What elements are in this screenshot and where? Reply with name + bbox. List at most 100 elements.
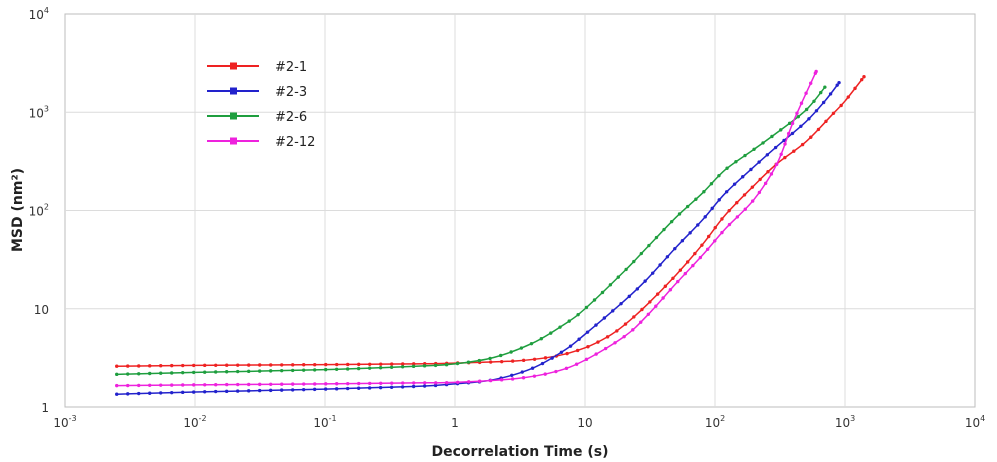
marker-2-3 (673, 246, 677, 251)
x-tick-labels: 10-3 10-2 10-1 1 10 102 103 104 (53, 414, 985, 430)
marker-2-3 (159, 391, 163, 395)
marker-2-1 (115, 364, 119, 368)
marker-2-1 (596, 340, 600, 344)
marker-2-3 (828, 92, 833, 96)
marker-2-3 (710, 206, 714, 211)
marker-2-12 (668, 288, 673, 292)
marker-2-1 (379, 362, 383, 366)
marker-2-1 (258, 363, 262, 367)
marker-2-12 (510, 377, 515, 381)
marker-2-3 (356, 386, 361, 390)
marker-2-3 (814, 109, 819, 113)
marker-2-3 (323, 387, 328, 391)
marker-2-1 (521, 358, 526, 363)
marker-2-6 (761, 141, 765, 145)
marker-2-3 (181, 390, 185, 395)
marker-2-12 (269, 382, 273, 386)
marker-2-12 (192, 383, 196, 387)
marker-2-1 (685, 260, 690, 264)
marker-2-12 (115, 383, 119, 388)
marker-2-3 (334, 387, 339, 391)
marker-2-12 (445, 381, 449, 385)
marker-2-3 (312, 387, 317, 392)
marker-2-6 (488, 356, 492, 361)
marker-2-1 (247, 363, 251, 367)
marker-2-1 (831, 111, 836, 116)
marker-2-1 (148, 364, 152, 368)
legend-item-2-1: #2-1 (207, 60, 307, 75)
marker-2-3 (378, 385, 383, 390)
marker-2-6 (694, 197, 698, 201)
marker-2-6 (301, 368, 306, 372)
marker-2-12 (713, 239, 717, 243)
marker-2-12 (346, 381, 350, 386)
marker-2-6 (334, 367, 339, 371)
marker-2-12 (683, 271, 687, 276)
marker-2-12 (214, 383, 218, 387)
marker-2-1 (742, 193, 747, 197)
marker-2-6 (529, 341, 534, 346)
marker-2-1 (532, 357, 537, 361)
marker-2-3 (799, 124, 803, 128)
legend: #2-1 #2-3 #2-6 #2-12 (207, 60, 315, 150)
marker-2-3 (411, 384, 416, 389)
marker-2-12 (757, 190, 762, 195)
marker-2-6 (498, 353, 503, 358)
marker-2-12 (809, 81, 813, 85)
marker-2-1 (280, 363, 284, 367)
marker-2-3 (550, 356, 554, 360)
marker-2-12 (477, 379, 482, 383)
marker-2-1 (640, 307, 644, 312)
marker-2-12 (799, 101, 804, 105)
marker-2-3 (696, 223, 700, 227)
marker-2-12 (390, 381, 394, 385)
marker-2-1 (824, 119, 828, 124)
marker-2-6 (389, 365, 394, 369)
marker-2-6 (709, 182, 714, 186)
marker-2-6 (378, 366, 383, 370)
marker-2-1 (766, 170, 770, 174)
marker-2-12 (705, 247, 710, 251)
marker-2-1 (846, 95, 850, 99)
marker-2-1 (291, 363, 295, 367)
marker-2-6 (137, 372, 141, 376)
marker-2-1 (671, 276, 675, 280)
marker-2-6 (584, 305, 589, 310)
marker-2-1 (655, 292, 660, 296)
marker-2-1 (860, 77, 864, 82)
marker-2-3 (224, 389, 229, 394)
marker-2-3 (703, 215, 707, 219)
marker-2-12 (258, 382, 262, 387)
marker-2-12 (379, 381, 383, 385)
marker-2-12 (769, 172, 774, 176)
grid-lines (65, 14, 975, 407)
marker-2-1 (192, 363, 196, 368)
marker-2-1 (586, 344, 590, 349)
marker-2-1 (605, 335, 610, 339)
marker-2-6 (115, 372, 119, 377)
marker-2-1 (390, 362, 394, 366)
marker-2-3 (559, 350, 564, 354)
marker-2-3 (203, 390, 207, 394)
marker-2-1 (700, 243, 704, 247)
marker-2-6 (247, 369, 251, 374)
y-tick-label: 102 (29, 203, 49, 219)
marker-2-12 (247, 382, 251, 387)
marker-2-3 (585, 330, 590, 334)
marker-2-1 (412, 362, 416, 366)
marker-2-1 (368, 362, 372, 366)
marker-2-1 (543, 356, 548, 360)
marker-2-1 (853, 86, 857, 91)
marker-2-3 (389, 385, 394, 389)
marker-2-6 (509, 350, 513, 354)
marker-2-1 (575, 348, 580, 353)
marker-2-3 (807, 117, 811, 121)
marker-2-12 (170, 383, 174, 387)
marker-2-12 (720, 230, 724, 235)
marker-2-12 (368, 381, 372, 386)
marker-2-3 (724, 190, 729, 194)
marker-2-1 (214, 363, 218, 367)
marker-2-12 (423, 381, 427, 385)
marker-2-12 (532, 374, 537, 378)
series-layer (115, 69, 866, 396)
